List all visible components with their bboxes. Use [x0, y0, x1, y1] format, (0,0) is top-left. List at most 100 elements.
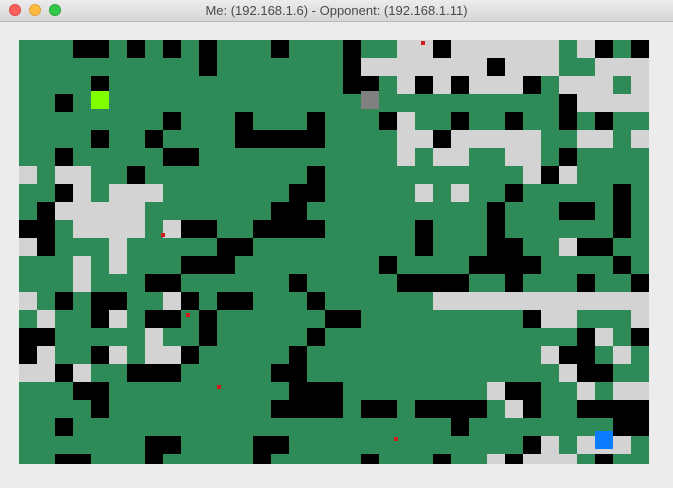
wall-cell [379, 112, 397, 130]
trail-cell [109, 238, 127, 256]
wall-cell [271, 364, 289, 382]
wall-cell [91, 76, 109, 94]
wall-cell [577, 274, 595, 292]
wall-cell [181, 346, 199, 364]
wall-cell [163, 112, 181, 130]
wall-cell [217, 292, 235, 310]
minimize-window-button[interactable] [29, 4, 41, 16]
close-window-button[interactable] [9, 4, 21, 16]
wall-cell [37, 238, 55, 256]
game-board[interactable] [19, 40, 649, 464]
trail-cell [19, 292, 37, 310]
trail-cell [397, 40, 415, 58]
wall-cell [325, 310, 343, 328]
trail-cell [145, 328, 163, 346]
trail-cell [577, 40, 595, 58]
wall-cell [55, 184, 73, 202]
wall-cell [163, 40, 181, 58]
trail-cell [91, 202, 109, 220]
wall-cell [199, 256, 217, 274]
wall-cell [163, 364, 181, 382]
trail-cell [559, 238, 577, 256]
trail-cell [19, 166, 37, 184]
trail-cell [127, 202, 145, 220]
wall-cell [91, 40, 109, 58]
trail-cell [415, 40, 433, 58]
wall-cell [505, 112, 523, 130]
wall-cell [505, 382, 523, 400]
trail-cell [469, 76, 487, 94]
wall-cell [19, 220, 37, 238]
trail-cell [451, 148, 469, 166]
trail-cell [397, 58, 415, 76]
trail-cell [541, 310, 559, 328]
wall-cell [433, 130, 451, 148]
wall-cell [55, 94, 73, 112]
wall-cell [523, 310, 541, 328]
wall-cell [433, 40, 451, 58]
wall-cell [217, 238, 235, 256]
trail-cell [415, 184, 433, 202]
wall-cell [325, 400, 343, 418]
trail-cell [523, 166, 541, 184]
window-title: Me: (192.168.1.6) - Opponent: (192.168.1… [205, 3, 468, 18]
wall-cell [595, 40, 613, 58]
trail-cell [505, 76, 523, 94]
wall-cell [163, 148, 181, 166]
trail-cell [577, 292, 595, 310]
trail-cell [559, 454, 577, 464]
trail-cell [613, 382, 631, 400]
wall-cell [613, 220, 631, 238]
trail-cell [631, 130, 649, 148]
wall-cell [253, 436, 271, 454]
wall-cell [91, 346, 109, 364]
trail-cell [37, 310, 55, 328]
trail-cell [613, 346, 631, 364]
wall-cell [73, 454, 91, 464]
zoom-window-button[interactable] [49, 4, 61, 16]
wall-cell [163, 310, 181, 328]
wall-cell [19, 346, 37, 364]
trail-cell [55, 202, 73, 220]
trail-cell [145, 184, 163, 202]
wall-cell [361, 400, 379, 418]
trail-cell [415, 130, 433, 148]
trail-cell [541, 436, 559, 454]
wall-cell [289, 274, 307, 292]
trail-cell [433, 58, 451, 76]
wall-cell [271, 40, 289, 58]
wall-cell [343, 58, 361, 76]
trail-cell [487, 292, 505, 310]
wall-cell [631, 40, 649, 58]
wall-cell [613, 400, 631, 418]
wall-cell [595, 454, 613, 464]
wall-cell [613, 202, 631, 220]
wall-cell [253, 454, 271, 464]
wall-cell [451, 418, 469, 436]
wall-cell [37, 202, 55, 220]
wall-cell [217, 256, 235, 274]
trail-cell [109, 202, 127, 220]
wall-cell [271, 130, 289, 148]
trail-cell [631, 292, 649, 310]
wall-cell [343, 76, 361, 94]
wall-cell [127, 166, 145, 184]
wall-cell [433, 400, 451, 418]
wall-cell [433, 274, 451, 292]
wall-cell [55, 364, 73, 382]
wall-cell [145, 454, 163, 464]
trail-cell [613, 58, 631, 76]
wall-cell [487, 58, 505, 76]
trail-cell [487, 76, 505, 94]
trail-cell [433, 292, 451, 310]
wall-cell [307, 130, 325, 148]
trail-cell [505, 292, 523, 310]
trail-cell [73, 220, 91, 238]
trail-cell [397, 130, 415, 148]
wall-cell [595, 364, 613, 382]
item-dot [394, 437, 398, 441]
wall-cell [253, 220, 271, 238]
wall-cell [199, 58, 217, 76]
wall-cell [559, 148, 577, 166]
wall-cell [559, 94, 577, 112]
